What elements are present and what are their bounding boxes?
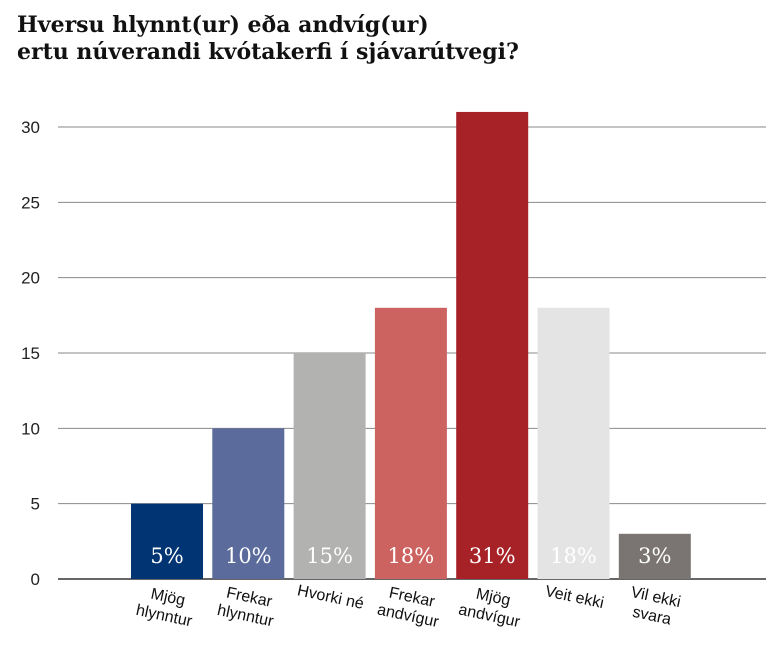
x-category-label-line: Veit ekki	[544, 583, 606, 612]
bar-value-label: 15%	[306, 544, 353, 568]
x-category-label-line: Mjög	[149, 586, 186, 610]
chart-title: Hversu hlynnt(ur) eða andvíg(ur) ertu nú…	[17, 12, 519, 66]
chart-title-line-1: Hversu hlynnt(ur) eða andvíg(ur)	[17, 12, 429, 38]
x-category-label-line: andvígur	[457, 601, 522, 631]
bar-value-label: 18%	[388, 544, 435, 568]
y-tick-label: 0	[31, 570, 40, 589]
x-category-label: Vil ekkisvara	[625, 584, 682, 630]
x-category-label: Frekarandvígur	[376, 583, 445, 631]
x-category-label-line: Mjög	[474, 586, 511, 610]
x-category-label-line: hlynntur	[134, 602, 194, 631]
bar	[456, 111, 529, 579]
bar-value-label: 31%	[469, 544, 516, 568]
bar	[537, 307, 610, 579]
bar-value-label: 5%	[150, 544, 183, 568]
x-category-label: Frekarhlynntur	[216, 583, 280, 630]
y-tick-label: 30	[21, 118, 40, 137]
y-tick-label: 10	[21, 419, 40, 438]
x-category-label: Veit ekki	[544, 583, 606, 612]
data-labels: 5% 10% 15% 18% 31% 18% 3%	[150, 544, 671, 568]
chart-title-line-2: ertu núverandi kvótakerfi í sjávarútvegi…	[17, 39, 519, 65]
bar	[212, 428, 285, 579]
y-tick-label: 5	[31, 495, 40, 514]
bar	[374, 307, 447, 579]
y-tick-label: 20	[21, 269, 40, 288]
x-category-label: Hvorki né	[296, 582, 366, 613]
x-category-label-line: Hvorki né	[296, 582, 366, 613]
bars	[131, 111, 691, 579]
bar-value-label: 18%	[550, 544, 597, 568]
bar-value-label: 3%	[638, 544, 671, 568]
bar	[131, 503, 203, 579]
bar	[293, 353, 366, 579]
bar	[618, 533, 691, 579]
bar-value-label: 10%	[225, 544, 272, 568]
y-tick-label: 15	[21, 344, 40, 363]
y-axis: 0 5 10 15 20 25 30	[21, 118, 40, 589]
y-tick-label: 25	[21, 193, 40, 212]
x-category-label: Mjögandvígur	[457, 583, 526, 631]
x-category-label: Mjöghlynntur	[134, 583, 198, 630]
